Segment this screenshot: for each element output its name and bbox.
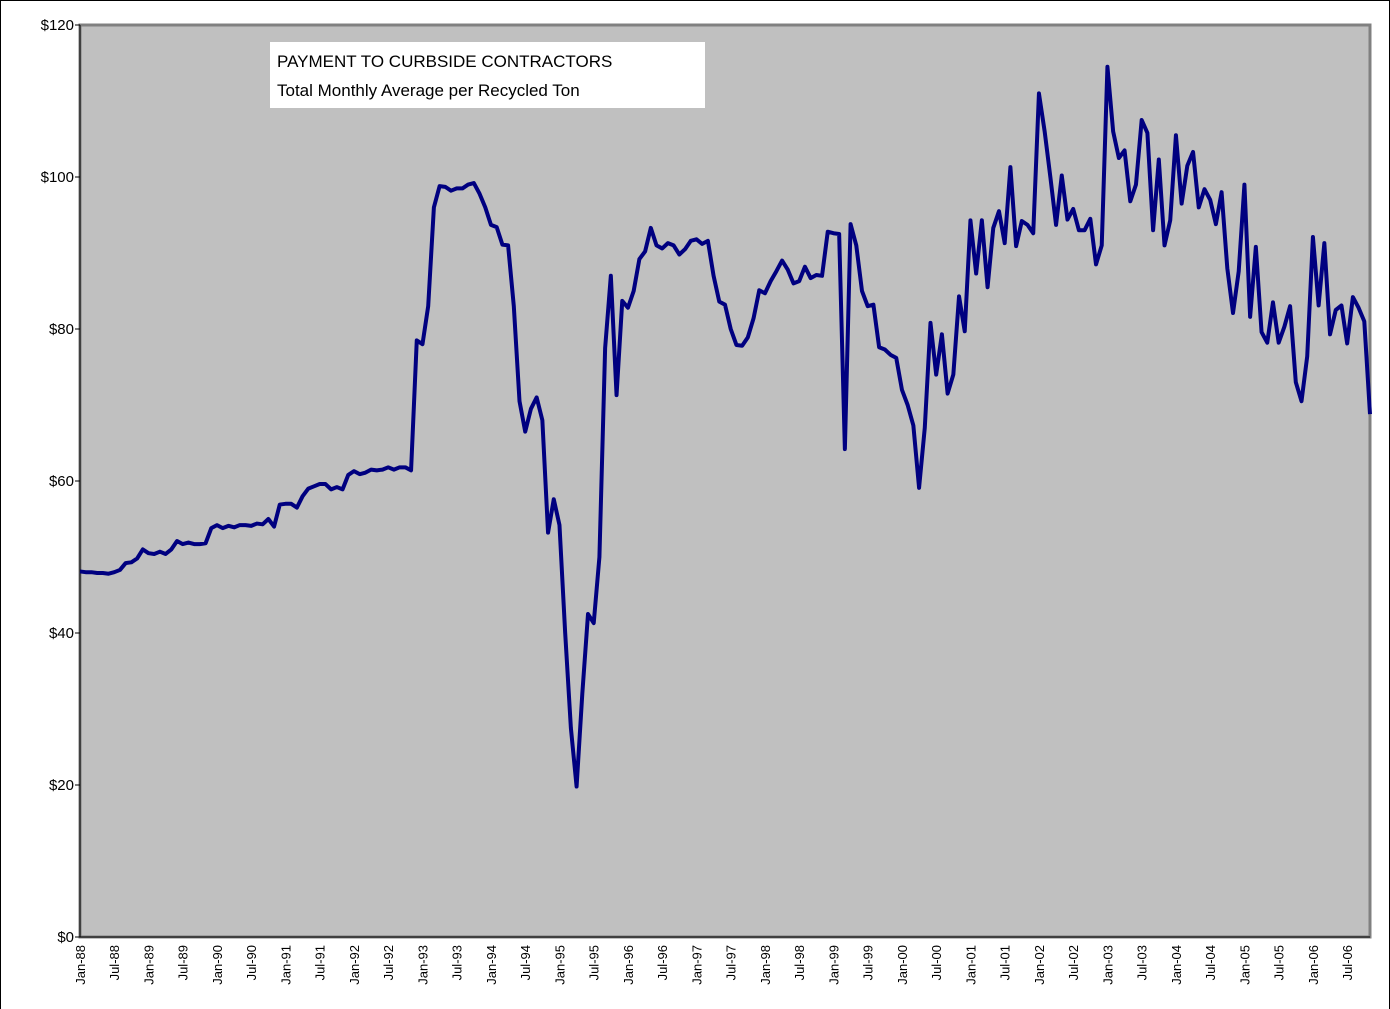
x-tick-label: Jan-90 <box>210 945 225 985</box>
x-tick-label: Jul-94 <box>518 945 533 980</box>
x-tick-label: Jul-90 <box>244 945 259 980</box>
chart-title: PAYMENT TO CURBSIDE CONTRACTORS <box>277 52 612 71</box>
x-tick-label: Jan-06 <box>1306 945 1321 985</box>
x-tick-label: Jul-99 <box>861 945 876 980</box>
y-tick-label: $0 <box>57 929 74 946</box>
x-tick-label: Jul-04 <box>1203 945 1218 980</box>
plot-area <box>78 23 1372 939</box>
y-tick-label: $20 <box>49 777 74 794</box>
x-tick-label: Jan-95 <box>552 945 567 985</box>
x-tick-label: Jul-06 <box>1340 945 1355 980</box>
x-tick-label: Jan-93 <box>415 945 430 985</box>
x-tick-label: Jan-02 <box>1032 945 1047 985</box>
x-tick-label: Jan-05 <box>1237 945 1252 985</box>
y-tick-label: $40 <box>49 625 74 642</box>
chart-subtitle: Total Monthly Average per Recycled Ton <box>277 81 580 100</box>
x-tick-label: Jan-99 <box>826 945 841 985</box>
y-tick-label: $80 <box>49 321 74 338</box>
y-tick-label: $100 <box>41 169 74 186</box>
title-box <box>270 42 705 108</box>
x-tick-label: Jul-03 <box>1135 945 1150 980</box>
x-tick-label: Jul-92 <box>381 945 396 980</box>
x-tick-label: Jan-92 <box>347 945 362 985</box>
data-line <box>79 64 1372 789</box>
x-tick-label: Jul-02 <box>1066 945 1081 980</box>
x-tick-label: Jan-94 <box>484 945 499 985</box>
x-tick-label: Jan-88 <box>73 945 88 985</box>
x-tick-label: Jan-89 <box>141 945 156 985</box>
y-tick-label: $60 <box>49 473 74 490</box>
x-tick-label: Jul-93 <box>450 945 465 980</box>
x-tick-label: Jul-95 <box>587 945 602 980</box>
x-tick-label: Jul-96 <box>655 945 670 980</box>
x-tick-label: Jan-91 <box>278 945 293 985</box>
x-tick-label: Jul-91 <box>313 945 328 980</box>
x-tick-label: Jan-00 <box>895 945 910 985</box>
x-tick-label: Jan-97 <box>689 945 704 985</box>
y-tick-label: $120 <box>41 17 74 34</box>
x-tick-label: Jan-98 <box>758 945 773 985</box>
x-tick-label: Jul-89 <box>176 945 191 980</box>
x-tick-label: Jan-04 <box>1169 945 1184 985</box>
x-tick-label: Jul-98 <box>792 945 807 980</box>
x-tick-label: Jan-01 <box>963 945 978 985</box>
x-tick-label: Jul-01 <box>998 945 1013 980</box>
x-tick-label: Jan-96 <box>621 945 636 985</box>
x-tick-label: Jul-00 <box>929 945 944 980</box>
x-tick-label: Jan-03 <box>1100 945 1115 985</box>
x-tick-label: Jul-97 <box>724 945 739 980</box>
x-tick-label: Jul-88 <box>107 945 122 980</box>
x-tick-label: Jul-05 <box>1272 945 1287 980</box>
